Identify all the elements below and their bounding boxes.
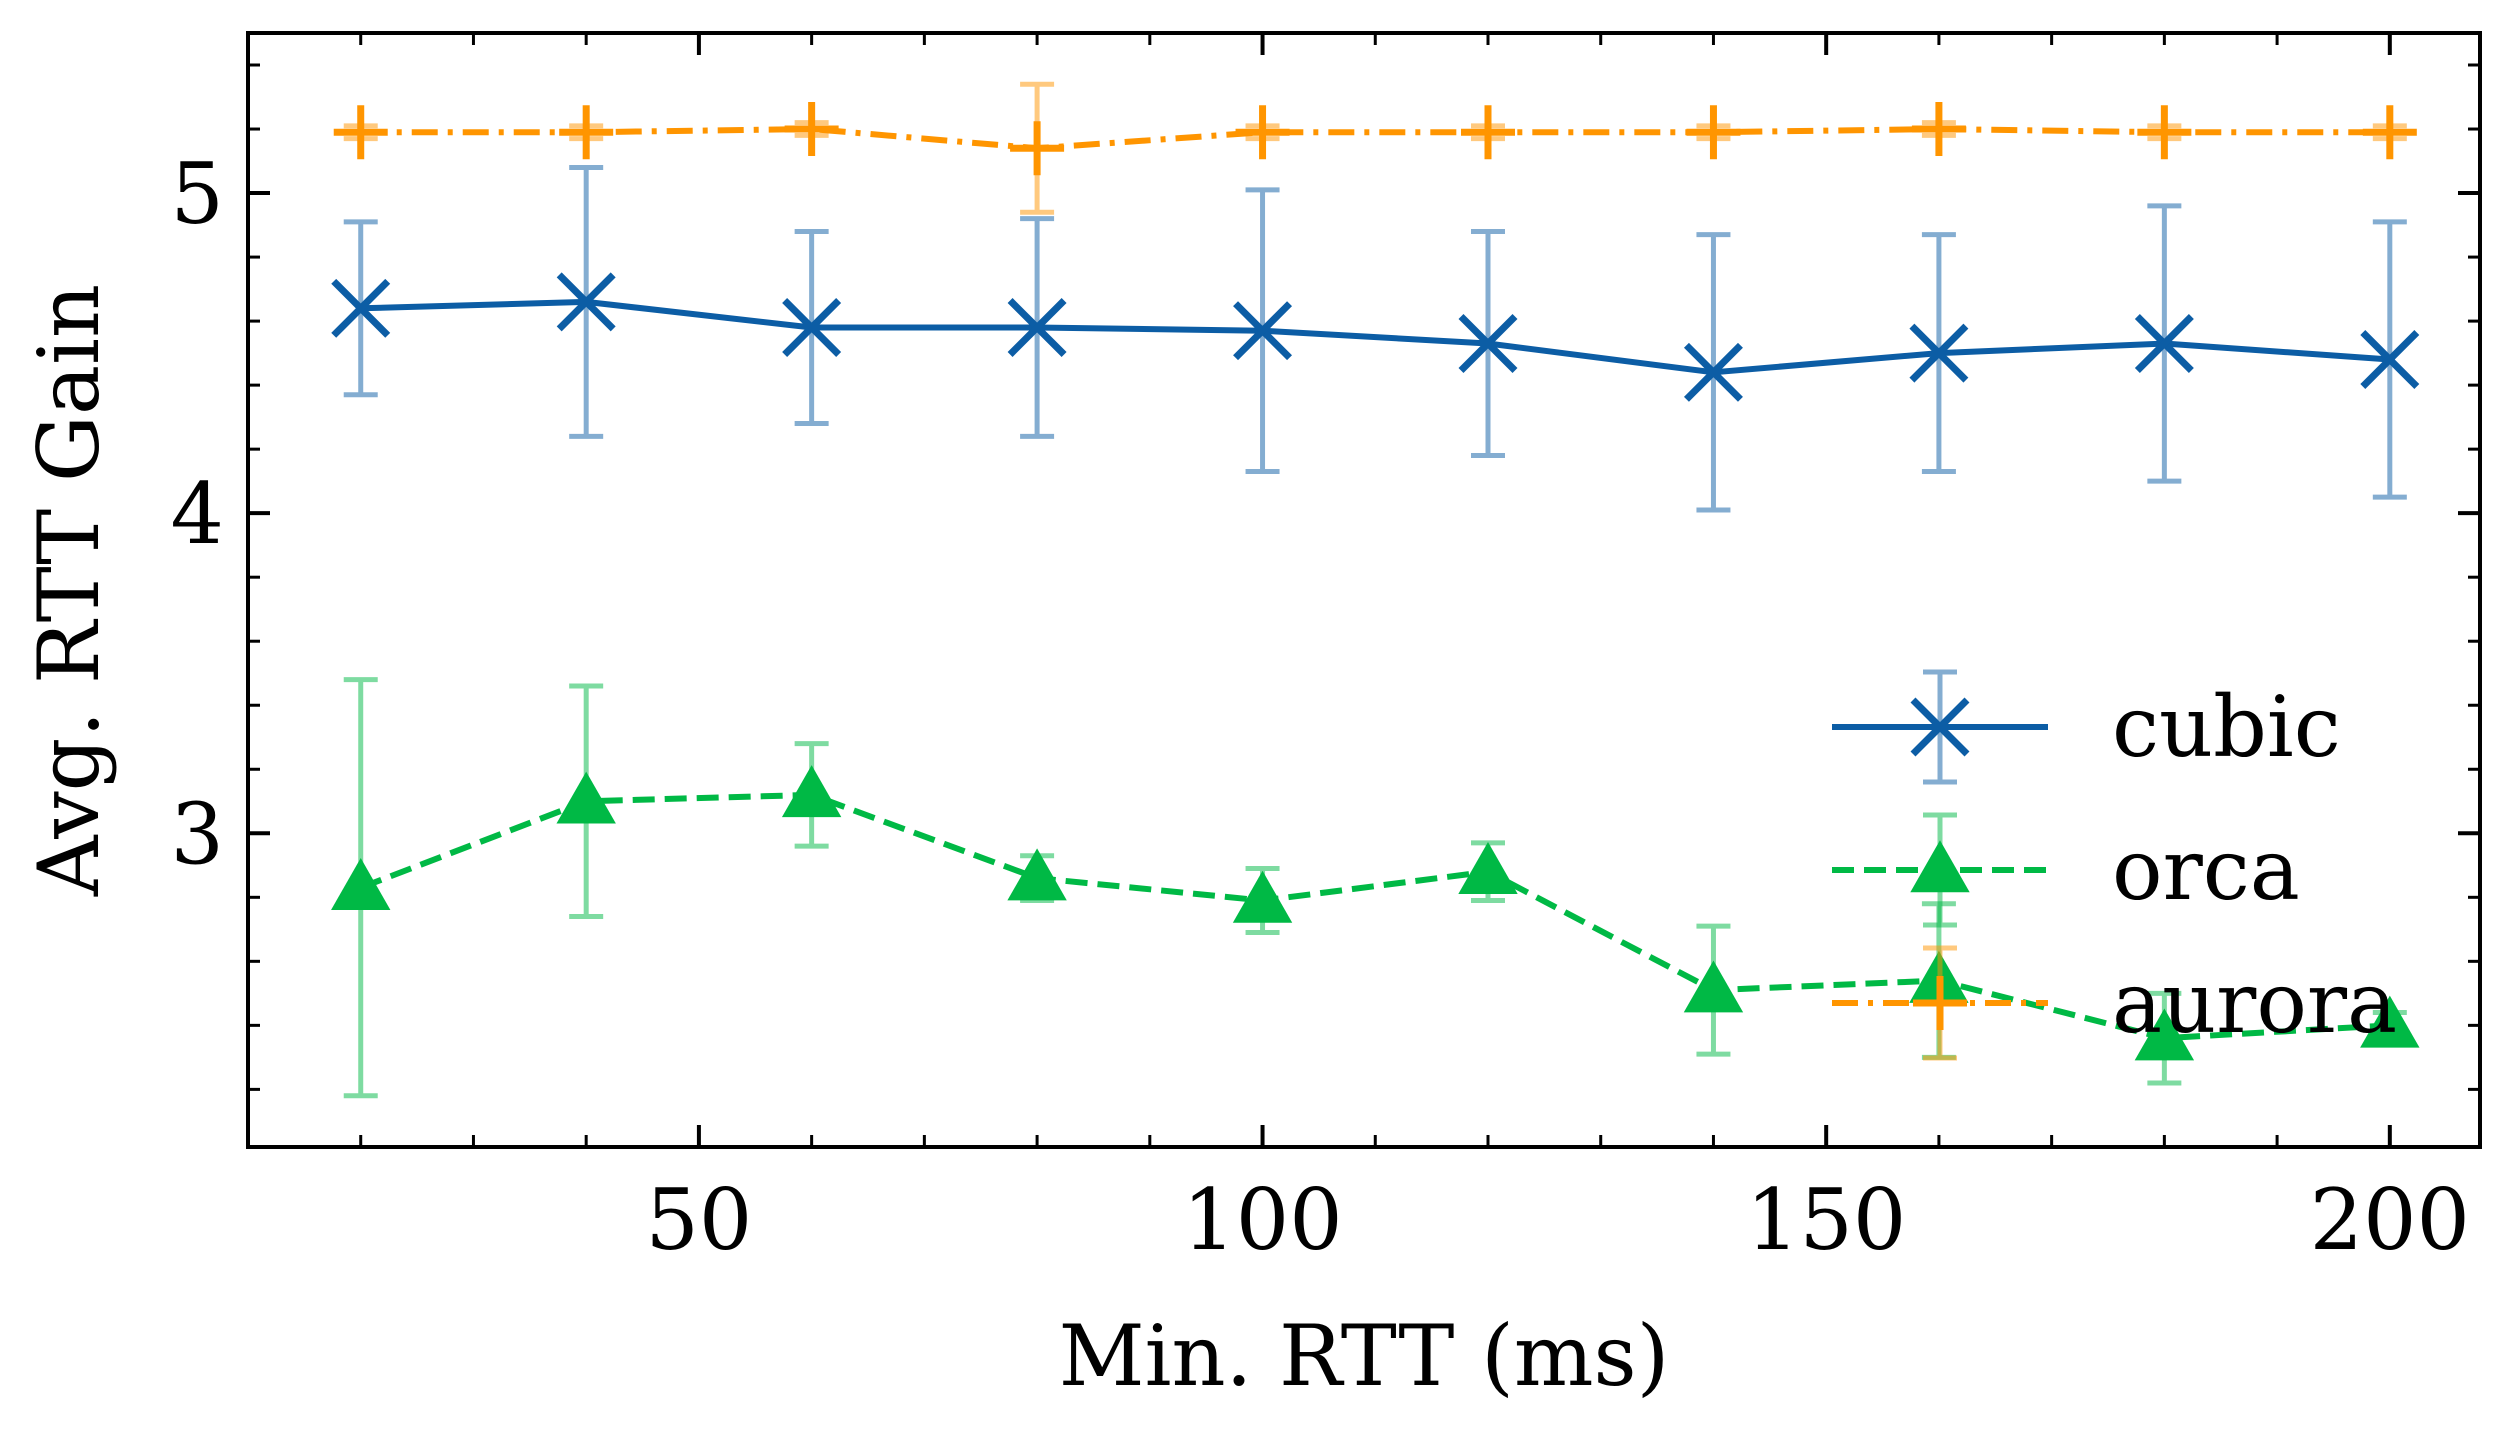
- aurora-point: [333, 105, 388, 160]
- legend-orca-marker: [1910, 840, 1970, 893]
- legend-aurora-marker: [1913, 976, 1967, 1030]
- cubic-point: [1458, 314, 1518, 373]
- x-axis-label: Min. RTT (ms): [1059, 1307, 1670, 1405]
- cubic-point: [1909, 323, 1969, 383]
- orca-point: [331, 858, 391, 910]
- cubic-point: [1007, 298, 1067, 357]
- orca-point: [781, 765, 842, 818]
- cubic-point: [556, 272, 616, 332]
- x-tick-label: 50: [645, 1171, 752, 1269]
- x-tick-label: 150: [1746, 1171, 1906, 1269]
- cubic-point-stroke: [1909, 323, 1969, 383]
- cubic-point-stroke: [331, 278, 391, 338]
- aurora-point: [1686, 105, 1741, 160]
- cubic-point-stroke: [1458, 314, 1518, 373]
- aurora-line: [360, 126, 2390, 152]
- legend-orca-label: orca: [2112, 821, 2300, 919]
- cubic-point: [2134, 314, 2194, 373]
- aurora-point: [1461, 105, 1515, 160]
- cubic-point-stroke: [1683, 342, 1743, 402]
- cubic-point: [2360, 330, 2420, 389]
- aurora-point: [2362, 105, 2417, 160]
- x-tick-label: 200: [2310, 1171, 2470, 1269]
- orca-point: [1458, 842, 1518, 894]
- orca-point: [2360, 995, 2420, 1048]
- cubic-point-stroke: [782, 298, 842, 357]
- aurora-point: [1911, 102, 1966, 157]
- y-axis-label: Avg. RTT Gain: [20, 284, 118, 897]
- legend-entry-aurora: aurora: [1832, 945, 2397, 1061]
- orca-point: [556, 771, 616, 824]
- plot-frame: [246, 31, 2482, 1149]
- cubic-line: [360, 298, 2391, 376]
- series-lines: [359, 126, 2391, 1042]
- legend-entry-cubic: cubic: [1832, 669, 2341, 785]
- aurora-point: [1235, 105, 1290, 160]
- cubic-point: [1683, 342, 1743, 402]
- tick-labels: 50 100 150 200 3 4 5: [171, 145, 2470, 1269]
- cubic-point-stroke: [1007, 298, 1067, 357]
- aurora-point: [559, 105, 614, 160]
- aurora-point: [1010, 121, 1065, 176]
- legend: cubic orca aurora: [1832, 669, 2397, 1061]
- cubic-point-stroke: [2360, 330, 2420, 389]
- legend-cubic-marker-stroke: [1910, 697, 1970, 757]
- legend-cubic-label: cubic: [2112, 678, 2341, 776]
- series-markers: [331, 102, 2420, 1061]
- cubic-point-stroke: [1233, 301, 1293, 361]
- cubic-point: [1233, 301, 1293, 361]
- y-tick-label: 5: [171, 145, 224, 243]
- legend-aurora-label: aurora: [2112, 954, 2397, 1052]
- legend-entry-orca: orca: [1832, 812, 2300, 928]
- orca-point: [1683, 960, 1744, 1013]
- y-tick-label: 3: [171, 785, 224, 883]
- orca-point: [1007, 848, 1067, 901]
- cubic-point: [331, 278, 391, 338]
- legend-cubic-marker: [1910, 697, 1970, 757]
- error-bars: [343, 81, 2407, 1099]
- aurora-point: [2137, 105, 2192, 160]
- aurora-point: [784, 102, 839, 157]
- orca-point: [1232, 870, 1293, 923]
- orca-point: [2134, 1008, 2195, 1061]
- orca-line: [359, 791, 2390, 1042]
- x-tick-label: 100: [1182, 1171, 1342, 1269]
- cubic-point-stroke: [556, 272, 616, 332]
- cubic-point: [782, 298, 842, 357]
- axis-ticks: [248, 33, 2480, 1147]
- y-tick-label: 4: [171, 465, 224, 563]
- cubic-point-stroke: [2134, 314, 2194, 373]
